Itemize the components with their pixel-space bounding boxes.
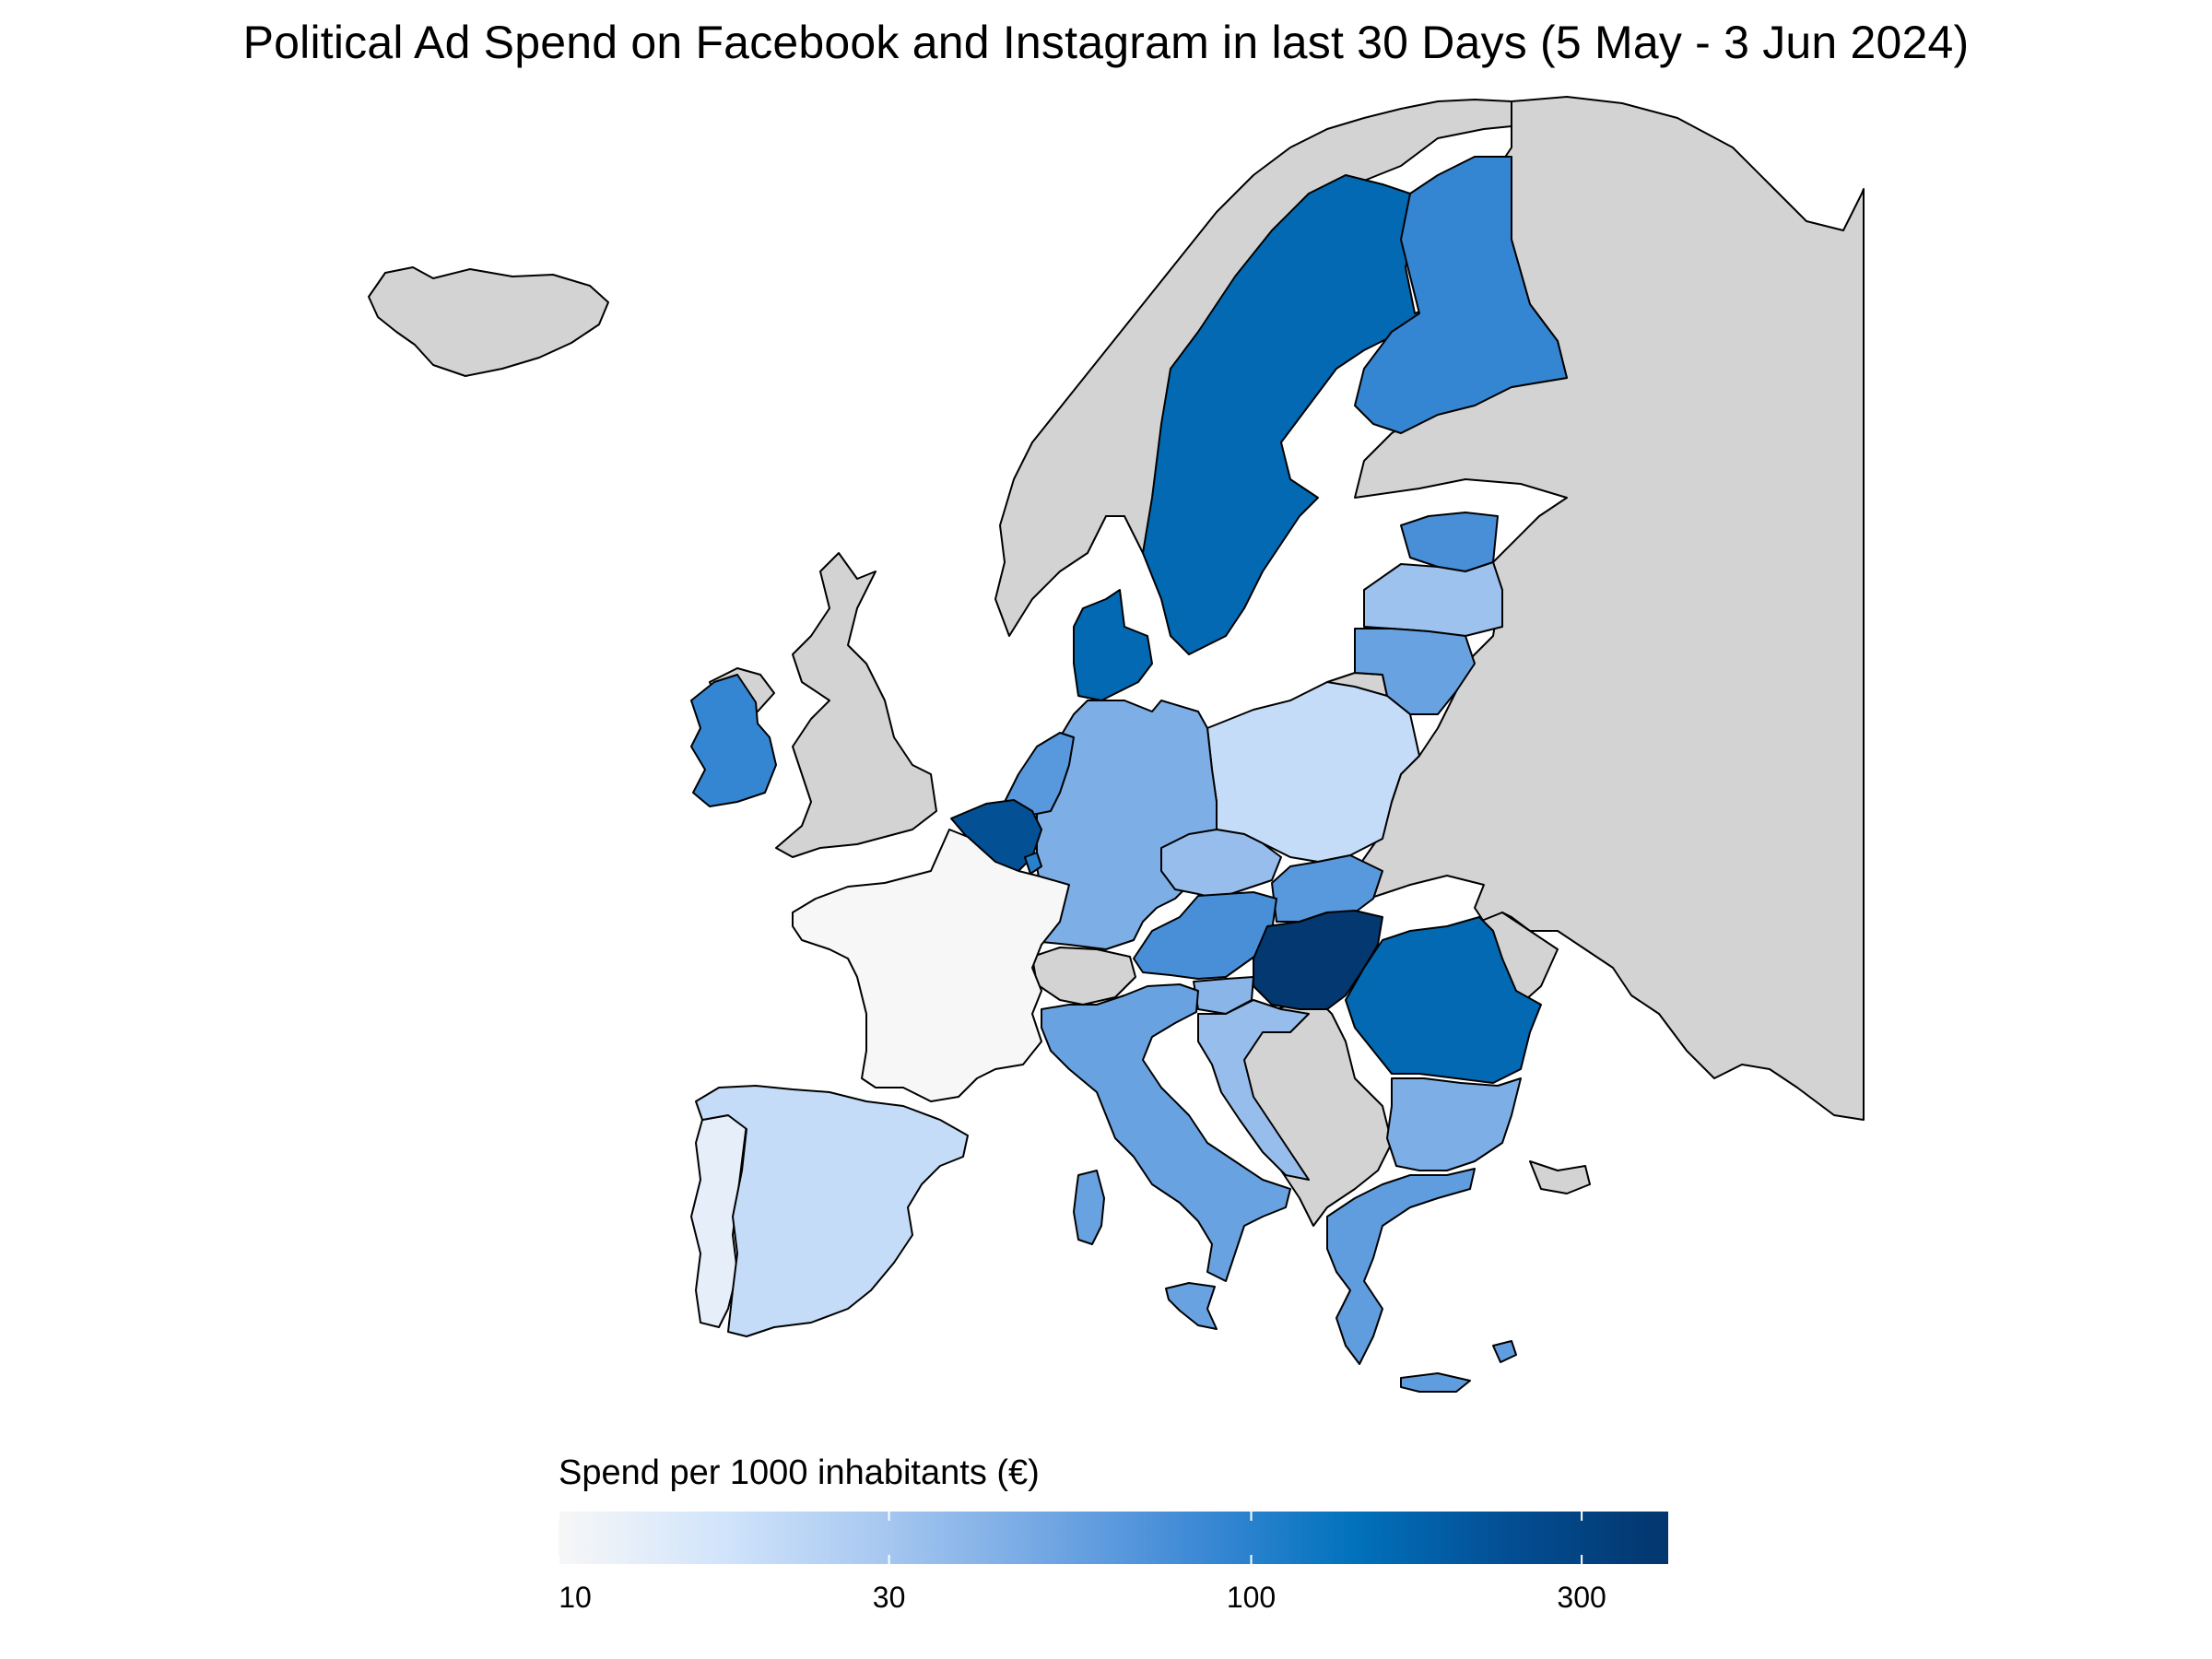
region-crete (1400, 1372, 1471, 1393)
region-luxembourg (1024, 852, 1042, 875)
region-ireland (690, 674, 777, 807)
region-sicily (1165, 1282, 1218, 1330)
region-spain (695, 1085, 969, 1337)
region-greece (1326, 1168, 1476, 1365)
region-lithuania (1354, 628, 1476, 715)
region-cyprus (1492, 1340, 1517, 1363)
legend-title: Spend per 1000 inhabitants (€) (559, 1453, 1040, 1492)
region-estonia (1400, 512, 1499, 572)
turkey-region (1529, 1160, 1591, 1194)
iceland-region (368, 266, 609, 377)
region-italy (1041, 983, 1291, 1282)
legend-gradient (559, 1512, 1668, 1564)
region-denmark (1073, 589, 1153, 701)
legend-ticks (559, 1512, 1583, 1564)
switzerland-region (1031, 947, 1136, 1006)
region-croatia (1197, 999, 1310, 1181)
region-romania (1345, 916, 1542, 1084)
region-france (792, 829, 1070, 1102)
data-countries (690, 156, 1568, 1393)
region-austria (1133, 891, 1277, 980)
region-netherlands (1004, 732, 1075, 817)
russia-belarus-ukraine-region (1312, 96, 1865, 1121)
region-sweden (1142, 174, 1439, 655)
region-sardinia (1073, 1170, 1105, 1245)
legend-colorbar (559, 1512, 1668, 1564)
legend-tick-label: 100 (1226, 1581, 1277, 1614)
region-slovakia (1271, 854, 1383, 923)
region-latvia (1363, 561, 1503, 637)
region-finland (1354, 156, 1568, 434)
legend-tick-label: 300 (1557, 1581, 1606, 1614)
region-bulgaria (1386, 1077, 1522, 1171)
region-czechia (1160, 829, 1282, 900)
color-legend: Spend per 1000 inhabitants (€) 10 30 100 30… (559, 1452, 1683, 1636)
united-kingdom-region (775, 552, 937, 858)
no-data-countries (368, 96, 1865, 1227)
legend-tick-label: 30 (872, 1581, 906, 1614)
legend-tick-label: 10 (559, 1581, 592, 1614)
chart-title: Political Ad Spend on Facebook and Insta… (242, 17, 1970, 68)
